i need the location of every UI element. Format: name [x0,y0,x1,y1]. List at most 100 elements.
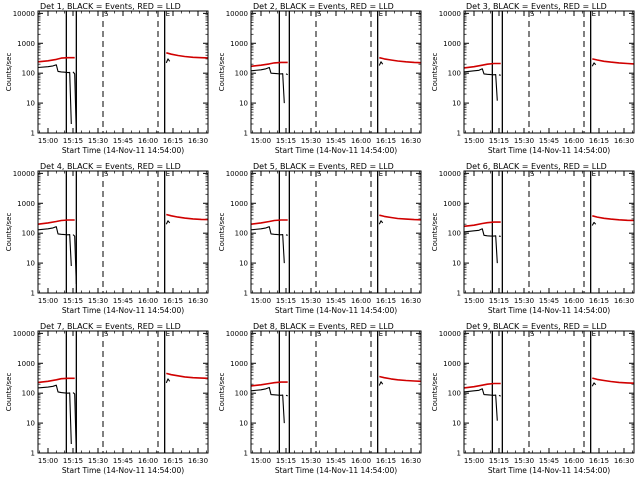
events-series-line [463,388,498,421]
x-tick-label: 15:00 [464,297,484,305]
y-tick-label: 10 [26,100,35,108]
x-tick-label: 16:15 [589,297,609,305]
x-tick-label: 15:15 [276,137,296,145]
y-tick-label: 100 [235,70,248,78]
x-tick-label: 15:15 [63,297,83,305]
marker-label: E [379,330,383,338]
events-series-line [165,58,171,64]
x-tick-label: 16:00 [138,297,158,305]
y-tick-label: 1 [31,450,35,458]
x-tick-label: 15:15 [489,297,509,305]
y-tick-label: 1 [457,450,461,458]
panel-title: Det 1, BLACK = Events, RED = LLD [40,2,181,11]
y-axis-label: Counts/sec [5,373,13,412]
y-tick-label: 100 [235,390,248,398]
lld-series-line [592,377,635,384]
panel-title: Det 9, BLACK = Events, RED = LLD [466,322,607,331]
lld-series-line [37,377,75,384]
x-axis-label: Start Time (14-Nov-11 14:54:00) [488,466,610,475]
lld-series-line [463,221,501,228]
x-tick-label: 15:30 [514,137,534,145]
y-tick-label: 10000 [226,170,248,178]
y-tick-label: 1000 [17,40,35,48]
x-tick-label: 16:15 [376,137,396,145]
y-tick-label: 100 [448,230,461,238]
events-series-line [285,73,288,76]
x-tick-label: 15:00 [38,457,58,465]
x-tick-label: 15:00 [38,137,58,145]
x-tick-label: 15:00 [464,137,484,145]
y-axis-label: Counts/sec [431,53,439,92]
plot-frame [463,170,635,294]
x-tick-label: 16:30 [614,137,634,145]
marker-label: S [530,170,535,178]
events-series-line [165,220,171,225]
y-axis-label: Counts/sec [218,373,226,412]
x-tick-label: 15:45 [326,457,346,465]
lld-series-line [463,62,501,69]
x-tick-label: 15:30 [301,457,321,465]
lld-series-line [166,372,209,380]
x-tick-label: 15:15 [489,137,509,145]
events-series-line [463,68,498,101]
x-axis-label: Start Time (14-Nov-11 14:54:00) [275,306,397,315]
y-tick-label: 1 [244,290,248,298]
y-tick-label: 1 [457,290,461,298]
y-tick-label: 10 [26,420,35,428]
marker-label: S [530,10,535,18]
x-tick-label: 16:15 [589,457,609,465]
panel-title: Det 5, BLACK = Events, RED = LLD [253,162,394,171]
y-tick-label: 100 [22,390,35,398]
x-tick-label: 15:00 [251,137,271,145]
y-axis-label: Counts/sec [5,53,13,92]
y-tick-label: 1000 [17,360,35,368]
y-tick-label: 1000 [17,200,35,208]
x-tick-label: 16:15 [376,457,396,465]
x-tick-label: 15:15 [63,137,83,145]
panel-title: Det 8, BLACK = Events, RED = LLD [253,322,394,331]
y-tick-label: 10000 [439,10,461,18]
x-tick-label: 16:15 [163,137,183,145]
y-tick-label: 1000 [443,200,461,208]
x-tick-label: 16:30 [614,457,634,465]
x-tick-label: 16:00 [138,137,158,145]
detector-panel-1: Det 1, BLACK = Events, RED = LLD Counts/s… [5,2,209,155]
detector-panel-6: Det 6, BLACK = Events, RED = LLD Counts/s… [431,162,635,315]
y-tick-label: 10 [239,420,248,428]
x-tick-label: 15:45 [113,297,133,305]
x-tick-label: 16:15 [163,297,183,305]
x-tick-label: 16:30 [188,137,208,145]
x-tick-label: 15:15 [276,457,296,465]
y-tick-label: 1 [244,450,248,458]
events-series-line [498,74,501,76]
x-tick-label: 16:15 [376,297,396,305]
y-tick-label: 10000 [13,330,35,338]
detector-panel-7: Det 7, BLACK = Events, RED = LLD Counts/s… [5,322,209,475]
y-tick-label: 100 [448,390,461,398]
marker-label: E [592,330,596,338]
x-tick-label: 15:45 [326,137,346,145]
panel-title: Det 4, BLACK = Events, RED = LLD [40,162,181,171]
y-axis-label: Counts/sec [5,213,13,252]
x-tick-label: 15:45 [539,137,559,145]
events-series-line [591,221,597,226]
x-tick-label: 16:00 [564,457,584,465]
x-tick-label: 16:30 [401,457,421,465]
x-tick-label: 15:00 [38,297,58,305]
lld-series-line [250,219,288,225]
x-axis-label: Start Time (14-Nov-11 14:54:00) [275,466,397,475]
events-series-line [498,394,501,397]
x-tick-label: 16:15 [589,137,609,145]
y-tick-label: 1000 [230,360,248,368]
y-axis-label: Counts/sec [218,213,226,252]
marker-label: S [104,170,109,178]
x-tick-label: 16:15 [163,457,183,465]
events-series-line [285,234,288,236]
marker-label: S [317,330,322,338]
plot-frame [463,330,635,454]
marker-label: S [317,170,322,178]
x-axis-label: Start Time (14-Nov-11 14:54:00) [488,306,610,315]
lld-series-line [379,56,422,64]
x-tick-label: 15:00 [251,457,271,465]
y-tick-label: 100 [22,230,35,238]
